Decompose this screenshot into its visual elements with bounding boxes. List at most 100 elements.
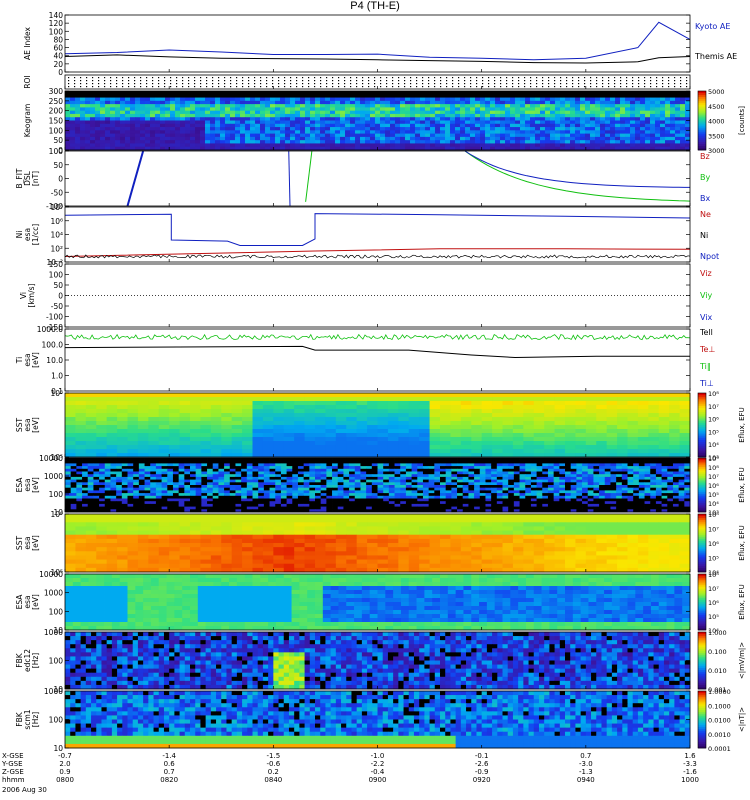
spectrogram-cell <box>326 479 333 483</box>
keogram-cell <box>230 123 236 128</box>
keogram-cell <box>615 143 621 148</box>
keogram-cell <box>640 100 646 105</box>
spectrogram-cell <box>144 471 151 475</box>
spectrogram-cell <box>525 482 532 486</box>
keogram-cell <box>640 107 646 112</box>
keogram-cell <box>80 146 86 151</box>
spectrogram-cell <box>422 493 430 497</box>
keogram-cell <box>665 113 671 118</box>
spectrogram-cell <box>398 437 410 442</box>
keogram-cell <box>310 136 316 141</box>
spectrogram-cell <box>617 449 628 454</box>
spectrogram-cell <box>343 460 350 464</box>
keogram-cell <box>100 110 106 115</box>
spectrogram-cell <box>360 474 367 478</box>
keogram-cell <box>300 146 306 151</box>
keogram-cell <box>195 104 201 108</box>
spectrogram-cell <box>582 485 589 489</box>
spectrogram-cell <box>633 474 640 478</box>
keogram-cell <box>650 91 656 95</box>
keogram-cell <box>350 104 356 108</box>
spectrogram-cell <box>212 493 219 497</box>
spectrogram-cell <box>547 476 555 480</box>
keogram-cell <box>550 130 556 135</box>
spectrogram-cell <box>335 397 347 402</box>
spectrogram-cell <box>96 417 108 422</box>
keogram-cell <box>195 133 201 138</box>
keogram-cell <box>290 104 296 108</box>
keogram-cell <box>645 104 651 108</box>
keogram-cell <box>250 97 256 102</box>
spectrogram-cell <box>596 449 608 454</box>
spectrogram-cell <box>405 498 412 502</box>
spectrogram-cell <box>633 471 640 475</box>
spectrogram-cell <box>576 476 583 480</box>
keogram-cell <box>320 100 326 105</box>
spectrogram-cell <box>150 474 157 478</box>
panel-fills <box>65 91 706 749</box>
spectrogram-cell <box>684 490 691 494</box>
spectrogram-cell <box>587 466 594 470</box>
keogram-cell <box>110 146 116 151</box>
spectrogram-cell <box>320 463 327 467</box>
spectrogram-cell <box>383 498 390 502</box>
spectrogram-cell <box>479 468 486 472</box>
spectrogram-cell <box>354 485 361 489</box>
keogram-cell <box>155 140 161 144</box>
spectrogram-cell <box>320 487 327 491</box>
keogram-cell <box>105 130 111 135</box>
spectrogram-cell <box>127 493 134 497</box>
keogram-cell <box>625 127 631 131</box>
keogram-cell <box>105 107 111 112</box>
keogram-cell <box>140 140 146 144</box>
keogram-cell <box>125 100 131 105</box>
spectrogram-cell <box>627 495 634 499</box>
keogram-cell <box>430 100 436 105</box>
spectrogram-cell <box>252 413 264 418</box>
spectrogram-cell <box>460 453 472 458</box>
keogram-cell <box>245 117 251 121</box>
spectrogram-cell <box>606 393 618 398</box>
keogram-cell <box>570 130 576 135</box>
keogram-cell <box>390 97 396 102</box>
keogram-cell <box>190 130 196 135</box>
keogram-cell <box>605 120 611 125</box>
keogram-cell <box>630 100 636 105</box>
keogram-cell <box>500 107 506 112</box>
colorbar-cell <box>698 393 706 396</box>
spectrogram-cell <box>356 413 368 418</box>
keogram-cell <box>95 113 101 118</box>
keogram-cell <box>130 143 136 148</box>
spectrogram-cell <box>513 468 520 472</box>
keogram-cell <box>260 146 266 151</box>
keogram-cell <box>315 143 321 148</box>
keogram-cell <box>570 127 576 131</box>
spectrogram-cell <box>184 495 191 499</box>
spectrogram-cell <box>246 490 253 494</box>
spectrogram-cell <box>258 466 265 470</box>
spectrogram-cell <box>387 417 399 422</box>
spectrogram-cell <box>212 485 219 489</box>
spectrogram-cell <box>304 433 316 438</box>
keogram-cell <box>440 123 446 128</box>
spectrogram-cell <box>627 482 634 486</box>
spectrogram-cell <box>133 476 140 480</box>
spectrogram-cell <box>565 445 576 450</box>
keogram-cell <box>175 146 181 151</box>
keogram-cell <box>590 133 596 138</box>
spectrogram-cell <box>638 458 645 462</box>
keogram-cell <box>110 136 116 141</box>
spectrogram-cell <box>172 487 180 491</box>
keogram-cell <box>500 136 506 141</box>
spectrogram-cell <box>280 485 287 489</box>
spectrogram-cell <box>627 487 634 491</box>
spectrogram-cell <box>138 479 145 483</box>
keogram-cell <box>125 133 131 138</box>
keogram-cell <box>365 127 371 131</box>
spectrogram-cell <box>172 463 180 467</box>
spectrogram-cell <box>429 437 441 442</box>
spectrogram-cell <box>367 441 378 446</box>
keogram-cell <box>115 117 121 121</box>
keogram-cell <box>280 146 286 151</box>
keogram-cell <box>380 110 386 115</box>
